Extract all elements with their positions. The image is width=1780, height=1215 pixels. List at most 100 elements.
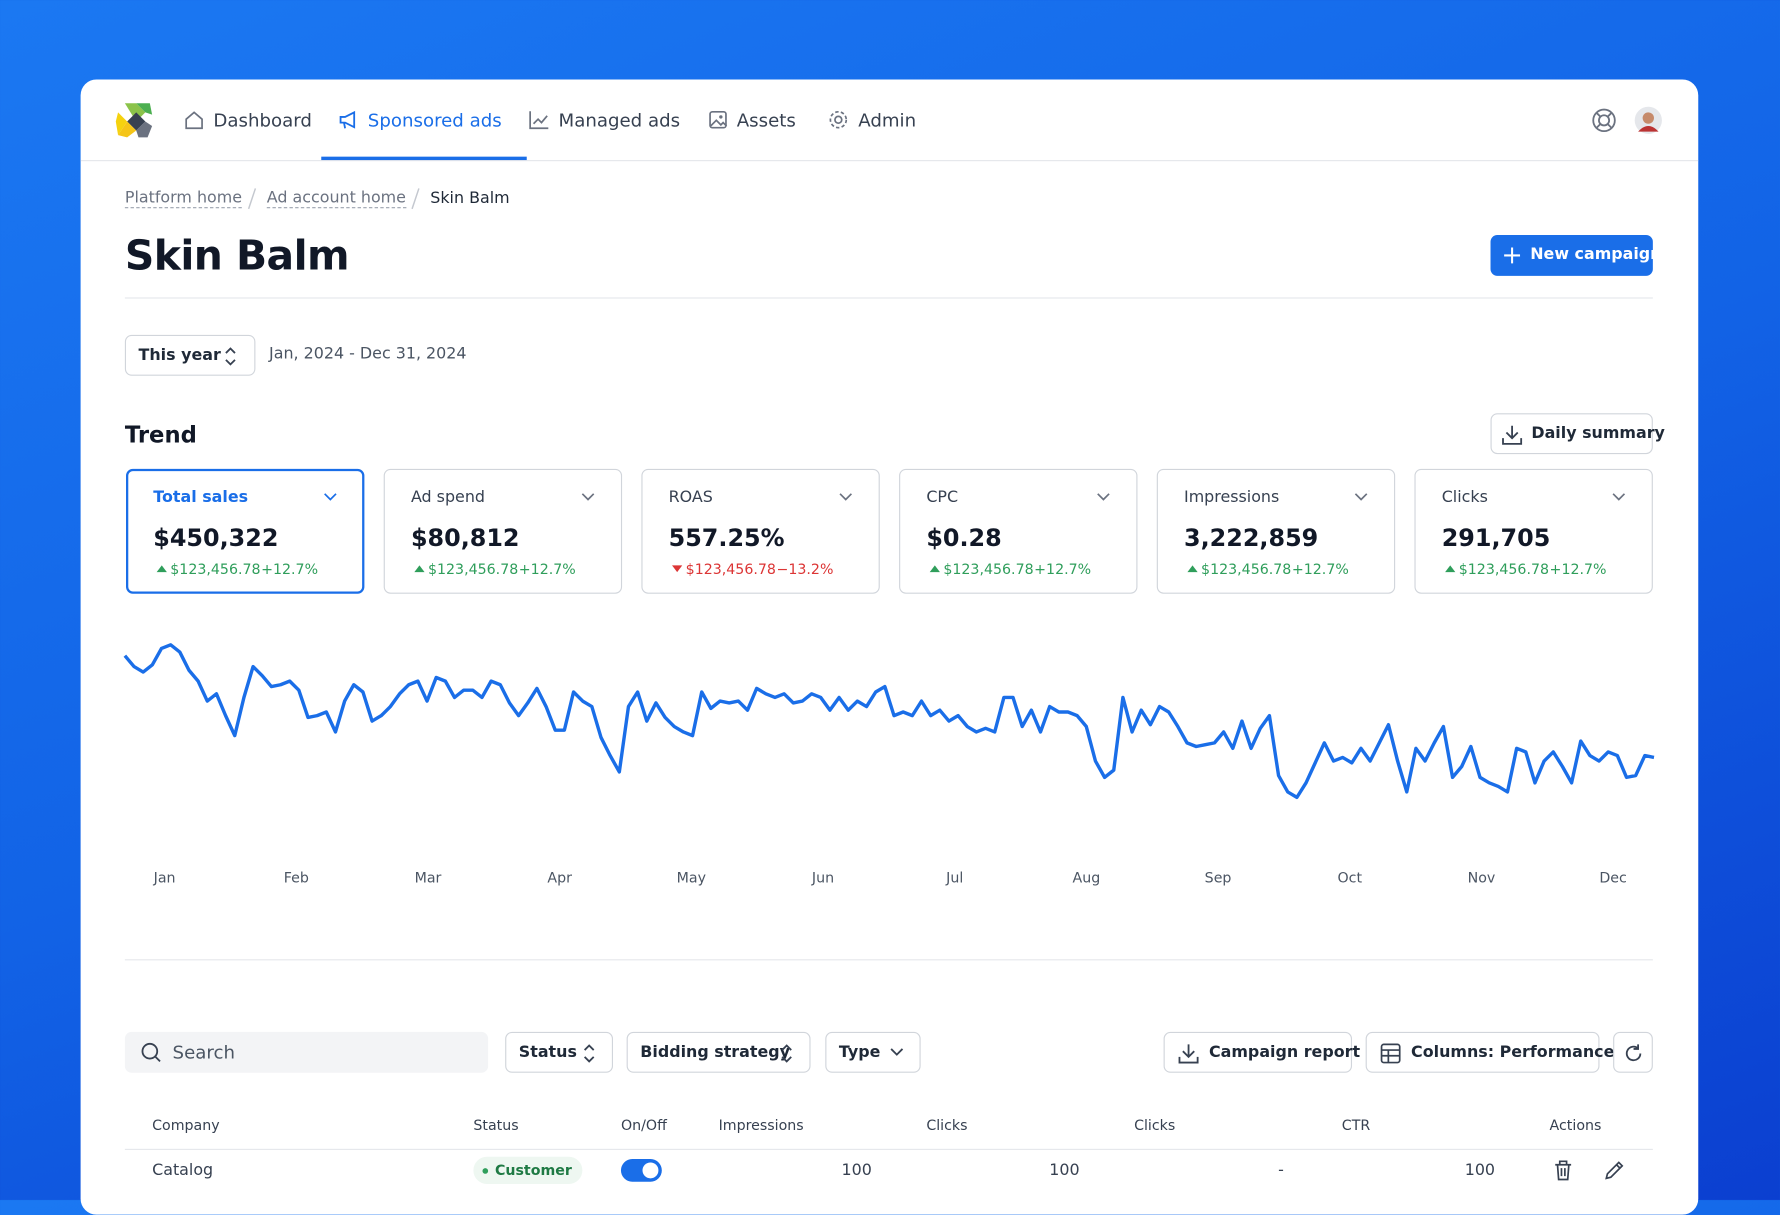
filter-select[interactable]: Type bbox=[825, 1031, 921, 1073]
x-tick-label: Dec bbox=[1599, 871, 1626, 887]
help-icon[interactable] bbox=[1592, 108, 1617, 133]
metric-label: ROAS bbox=[668, 488, 713, 507]
x-tick-label: Apr bbox=[547, 871, 572, 887]
toolbar-button[interactable]: Campaign report bbox=[1163, 1031, 1360, 1073]
column-header: Status bbox=[473, 1116, 519, 1134]
metric-label: CPC bbox=[926, 488, 959, 507]
metric-value: $0.28 bbox=[926, 524, 1002, 552]
metric-percent: −13.2% bbox=[776, 560, 834, 578]
metric-change: $123,456.78 bbox=[943, 560, 1034, 578]
separator bbox=[411, 188, 420, 210]
up-arrow bbox=[1445, 565, 1456, 573]
column-header: Company bbox=[152, 1116, 220, 1134]
filter-select[interactable]: Status bbox=[505, 1031, 614, 1073]
nav-icon bbox=[829, 110, 848, 129]
breadcrumb-item[interactable]: Platform home bbox=[124, 189, 243, 209]
up-arrow bbox=[1187, 565, 1198, 573]
chevron bbox=[839, 493, 853, 501]
metric-change: $123,456.78 bbox=[1458, 560, 1550, 578]
new-campaign-button[interactable]: New campaign bbox=[1490, 234, 1661, 276]
nav-item[interactable]: Dashboard bbox=[213, 109, 312, 132]
date-range: Jan, 2024 - Dec 31, 2024 bbox=[269, 345, 467, 364]
up-arrow bbox=[929, 565, 940, 573]
search-input[interactable]: Search bbox=[124, 1031, 489, 1073]
filter-label: Type bbox=[838, 1043, 881, 1062]
up-arrow bbox=[414, 565, 425, 573]
nav-item[interactable]: Assets bbox=[736, 109, 796, 132]
download-icon bbox=[1178, 1044, 1199, 1064]
nav-item[interactable]: Admin bbox=[858, 109, 917, 132]
avatar[interactable] bbox=[1634, 106, 1662, 134]
status-label: Customer bbox=[494, 1161, 572, 1179]
metric-value: 3,222,859 bbox=[1184, 524, 1319, 552]
metric-card[interactable]: ROAS 557.25% $123,456.78 −13.2% bbox=[641, 468, 880, 594]
metric-card[interactable]: Clicks 291,705 $123,456.78 +12.7% bbox=[1414, 468, 1653, 594]
toggle-knob bbox=[642, 1162, 659, 1179]
toolbar-button[interactable]: Columns: Performance bbox=[1365, 1031, 1614, 1073]
app-window: Dashboard Sponsored ads Managed ads Assets A… bbox=[80, 79, 1699, 1215]
metric-value: 291,705 bbox=[1441, 524, 1551, 552]
metric-card[interactable]: Ad spend $80,812 $123,456.78 +12.7% bbox=[383, 468, 623, 594]
download-icon bbox=[1502, 425, 1523, 445]
nav-item[interactable]: Managed ads bbox=[558, 109, 681, 132]
nav-divider bbox=[80, 160, 1699, 162]
metric-percent: +12.7% bbox=[1291, 560, 1349, 578]
divider bbox=[124, 297, 1653, 299]
separator bbox=[247, 188, 257, 210]
nav-icon bbox=[185, 111, 203, 130]
metric-percent: +12.7% bbox=[1034, 560, 1092, 578]
daily-summary-button[interactable]: Daily summary bbox=[1490, 413, 1665, 455]
down-arrow bbox=[672, 565, 683, 573]
column-header: Actions bbox=[1549, 1116, 1602, 1134]
nav-item[interactable]: Sponsored ads bbox=[367, 109, 502, 132]
x-tick-label: Feb bbox=[284, 871, 309, 887]
plus-icon bbox=[1504, 247, 1521, 264]
metric-percent: +12.7% bbox=[518, 560, 576, 578]
nav-icon bbox=[529, 111, 549, 130]
metric-change: $123,456.78 bbox=[685, 560, 776, 578]
metric-card[interactable]: Impressions 3,222,859 $123,456.78 +12.7% bbox=[1156, 468, 1396, 594]
x-tick-label: Jun bbox=[811, 871, 834, 887]
delete-icon[interactable] bbox=[1554, 1160, 1572, 1181]
divider bbox=[124, 959, 1653, 961]
x-tick-label: Sep bbox=[1205, 871, 1232, 887]
x-tick-label: Mar bbox=[415, 871, 442, 887]
filter-select[interactable]: Bidding strategy bbox=[626, 1031, 811, 1073]
x-tick-label: Oct bbox=[1337, 871, 1362, 887]
refresh-icon bbox=[1625, 1044, 1642, 1062]
page-title: Skin Balm bbox=[124, 233, 350, 280]
metric-percent: +12.7% bbox=[261, 560, 319, 578]
section-title: Trend bbox=[124, 421, 197, 449]
search-icon bbox=[141, 1042, 161, 1063]
cell: 100 bbox=[841, 1161, 872, 1180]
metric-label: Clicks bbox=[1441, 488, 1488, 507]
metric-card[interactable]: CPC $0.28 $123,456.78 +12.7% bbox=[899, 468, 1138, 594]
metric-change: $123,456.78 bbox=[170, 560, 261, 578]
table-icon bbox=[1380, 1043, 1401, 1064]
button-label: New campaign bbox=[1530, 245, 1662, 264]
metric-value: $450,322 bbox=[153, 524, 279, 552]
search-placeholder: Search bbox=[172, 1041, 235, 1064]
metric-change: $123,456.78 bbox=[1201, 560, 1292, 578]
range-select[interactable]: This year bbox=[124, 334, 256, 376]
breadcrumb-item[interactable]: Ad account home bbox=[266, 189, 406, 209]
nav-icon bbox=[339, 110, 356, 129]
edit-icon[interactable] bbox=[1604, 1160, 1624, 1180]
up-arrow bbox=[156, 565, 167, 573]
refresh-button[interactable] bbox=[1613, 1031, 1653, 1073]
metric-card[interactable]: Total sales $450,322 $123,456.78 +12.7% bbox=[126, 468, 365, 594]
column-header: Impressions bbox=[718, 1116, 804, 1134]
logo[interactable] bbox=[115, 101, 155, 140]
column-header: Clicks bbox=[926, 1116, 968, 1134]
status-badge: Customer bbox=[473, 1156, 583, 1185]
filter-label: Status bbox=[518, 1043, 577, 1062]
updown-icon bbox=[781, 1044, 792, 1063]
toggle[interactable] bbox=[620, 1159, 662, 1182]
range-label: This year bbox=[138, 346, 221, 365]
filter-label: Bidding strategy bbox=[640, 1043, 790, 1062]
updown-icon bbox=[583, 1044, 595, 1063]
metric-label: Ad spend bbox=[410, 488, 485, 507]
updown-icon bbox=[225, 347, 236, 366]
company-cell: Catalog bbox=[152, 1161, 214, 1180]
metric-value: 557.25% bbox=[668, 524, 785, 552]
